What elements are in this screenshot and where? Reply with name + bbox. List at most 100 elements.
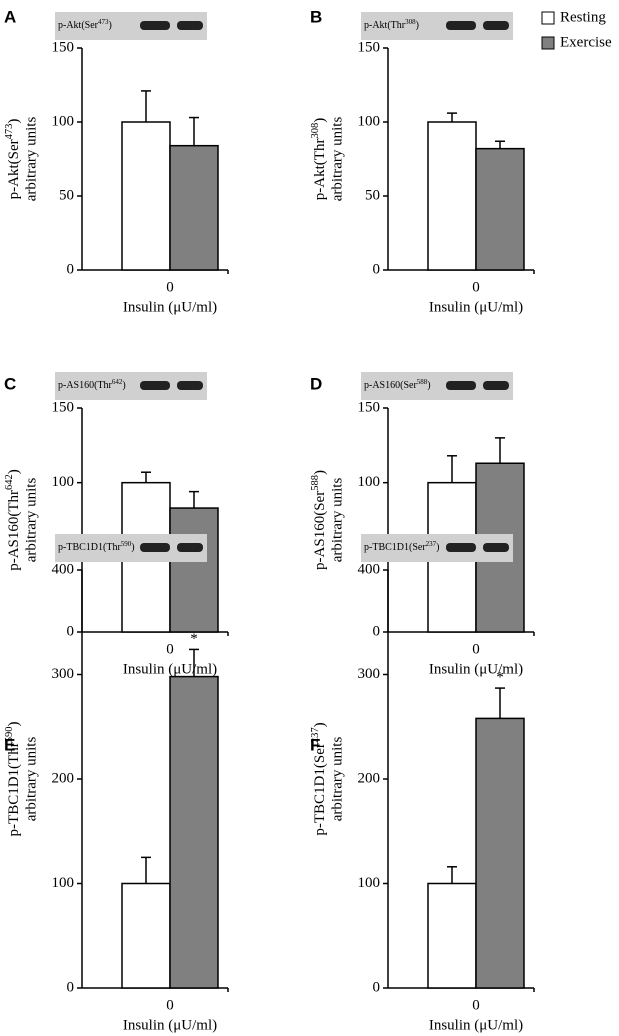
blot-label-text: p-Akt(Ser xyxy=(58,20,99,31)
x-axis-label: Insulin (μU/ml) xyxy=(123,299,217,315)
bar xyxy=(475,717,525,989)
blot-label-text: p-Akt(Thr xyxy=(364,20,406,31)
y-axis-label-tail: ) xyxy=(312,470,328,475)
y-tick-label: 50 xyxy=(59,187,74,203)
blot-label-tail: ) xyxy=(131,542,134,553)
blot-label-tail: ) xyxy=(427,380,430,391)
y-axis-label-tail: ) xyxy=(312,118,328,123)
y-axis-label-sup: 588 xyxy=(310,475,321,491)
blot-band xyxy=(483,381,509,390)
blot-band xyxy=(483,21,509,30)
bar xyxy=(169,507,219,633)
blot-label-sup: 642 xyxy=(112,378,123,386)
blot-band xyxy=(177,21,203,30)
y-axis-label-sup: 237 xyxy=(310,727,321,743)
blot-label: p-Akt(Ser473) xyxy=(58,18,112,32)
y-tick-label: 0 xyxy=(67,261,75,277)
y-tick-label: 100 xyxy=(52,113,75,129)
y-tick-label: 0 xyxy=(373,261,381,277)
y-axis-label-text: p-TBC1D1(Ser xyxy=(312,743,328,836)
blot-band xyxy=(140,543,170,552)
y-axis-unit: arbitrary units xyxy=(329,117,345,202)
y-axis-unit: arbitrary units xyxy=(329,737,345,822)
blot-label: p-Akt(Thr308) xyxy=(364,18,419,32)
blot-label: p-AS160(Thr642) xyxy=(58,378,126,392)
blot-band xyxy=(177,543,203,552)
y-axis-unit: arbitrary units xyxy=(23,737,39,822)
blot-band xyxy=(446,543,476,552)
y-axis-label: p-AS160(Ser588) xyxy=(310,470,329,570)
bar xyxy=(169,675,219,989)
panel-letter: E xyxy=(4,735,15,754)
blot-label-sup: 588 xyxy=(417,378,428,386)
blot-label: p-TBC1D1(Thr590) xyxy=(58,540,135,554)
y-axis-label-sup: 590 xyxy=(4,727,15,743)
x-axis-label: Insulin (μU/ml) xyxy=(429,299,523,315)
x-axis-label: Insulin (μU/ml) xyxy=(429,1017,523,1033)
significance-mark: * xyxy=(496,670,504,686)
y-axis-label-text: p-TBC1D1(Thr xyxy=(6,742,22,836)
y-axis-label-tail: ) xyxy=(6,722,22,727)
panel-letter: A xyxy=(4,7,16,26)
bar xyxy=(427,121,477,271)
panel-letter: F xyxy=(310,735,320,754)
y-tick-label: 100 xyxy=(358,474,381,490)
y-axis-label-tail: ) xyxy=(312,722,328,727)
bar xyxy=(169,144,219,271)
blot-band xyxy=(177,381,203,390)
y-tick-label: 150 xyxy=(52,399,75,415)
blot-band xyxy=(483,543,509,552)
blot-label-sup: 473 xyxy=(98,18,109,26)
y-tick-label: 0 xyxy=(373,979,381,995)
blot-label-tail: ) xyxy=(109,20,112,31)
panel-letter: C xyxy=(4,374,16,393)
y-axis-unit: arbitrary units xyxy=(23,117,39,202)
y-tick-label: 400 xyxy=(52,561,75,577)
blot-band xyxy=(140,21,170,30)
blot-label: p-TBC1D1(Ser237) xyxy=(364,540,440,554)
y-axis-label-tail: ) xyxy=(6,119,22,124)
y-tick-label: 100 xyxy=(52,875,75,891)
y-tick-label: 300 xyxy=(52,666,75,682)
y-tick-label: 300 xyxy=(358,666,381,682)
blot-label-sup: 590 xyxy=(121,540,132,548)
y-tick-label: 100 xyxy=(358,113,381,129)
bar xyxy=(427,882,477,989)
legend-swatch xyxy=(541,11,555,25)
blot-band xyxy=(446,381,476,390)
x-axis-label: Insulin (μU/ml) xyxy=(429,661,523,677)
y-axis-label: p-Akt(Ser473) xyxy=(4,119,23,200)
y-tick-label: 150 xyxy=(358,39,381,55)
legend-swatch xyxy=(541,36,555,50)
blot-label-text: p-TBC1D1(Thr xyxy=(58,542,121,553)
blot-label-tail: ) xyxy=(416,20,419,31)
y-axis-label: p-AS160(Thr642) xyxy=(4,469,23,571)
y-axis-label: p-Akt(Thr308) xyxy=(310,118,329,200)
y-axis-label-text: p-Akt(Thr xyxy=(312,139,328,201)
legend-label: Resting xyxy=(560,9,606,25)
y-tick-label: 0 xyxy=(67,623,75,639)
y-axis-label-text: p-AS160(Ser xyxy=(312,491,328,570)
blot-band xyxy=(140,381,170,390)
x-tick-label: 0 xyxy=(472,641,480,657)
y-tick-label: 200 xyxy=(52,770,75,786)
y-tick-label: 100 xyxy=(358,875,381,891)
x-tick-label: 0 xyxy=(472,997,480,1013)
y-tick-label: 50 xyxy=(365,187,380,203)
y-tick-label: 400 xyxy=(358,561,381,577)
bar xyxy=(121,882,171,989)
blot-label-text: p-TBC1D1(Ser xyxy=(364,542,426,553)
y-axis-label-text: p-AS160(Thr xyxy=(6,490,22,571)
x-tick-label: 0 xyxy=(166,641,174,657)
panel-letter: B xyxy=(310,7,322,26)
y-tick-label: 150 xyxy=(52,39,75,55)
blot-label-tail: ) xyxy=(436,542,439,553)
x-tick-label: 0 xyxy=(166,279,174,295)
y-tick-label: 100 xyxy=(52,474,75,490)
x-axis-label: Insulin (μU/ml) xyxy=(123,1017,217,1033)
y-axis-label-sup: 642 xyxy=(4,474,15,490)
y-axis-label: p-TBC1D1(Thr590) xyxy=(4,722,23,837)
blot-label-text: p-AS160(Thr xyxy=(58,380,113,391)
bar xyxy=(121,121,171,271)
blot-label-sup: 237 xyxy=(426,540,437,548)
